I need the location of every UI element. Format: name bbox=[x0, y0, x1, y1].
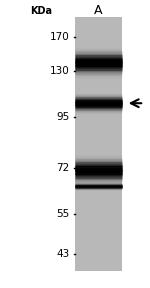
Text: 55: 55 bbox=[57, 209, 70, 219]
Text: 130: 130 bbox=[50, 66, 70, 76]
Bar bbox=[75, 17, 122, 271]
Text: KDa: KDa bbox=[30, 5, 52, 16]
Text: 43: 43 bbox=[57, 249, 70, 259]
Text: 95: 95 bbox=[57, 112, 70, 122]
Text: 170: 170 bbox=[50, 32, 70, 42]
Text: 72: 72 bbox=[57, 163, 70, 173]
Text: A: A bbox=[94, 4, 103, 17]
